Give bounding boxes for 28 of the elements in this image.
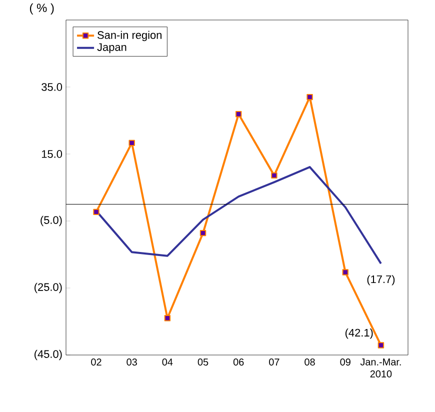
x-tick-label: 09 [340, 358, 350, 366]
point [164, 315, 171, 322]
legend-label: San-in region [98, 30, 162, 42]
x-tick-label: 04 [162, 358, 173, 366]
y-tick-label: (5.0) [40, 216, 62, 226]
legend-label: Japan [97, 43, 126, 54]
point [306, 94, 313, 100]
point [378, 342, 384, 348]
point [93, 208, 100, 216]
point [200, 230, 206, 236]
x-tick-label: 05 [198, 358, 208, 366]
point [236, 111, 242, 118]
x-tick-label: 08 [304, 358, 315, 366]
y-tick-label: 15.0 [42, 150, 62, 158]
x-tick-label: 06 [233, 358, 244, 366]
y-tick-label: (45.0) [34, 350, 62, 360]
x-tick-label: Jan.-Mar. 2010 [360, 358, 401, 378]
point [342, 269, 348, 276]
y-tick-label: 35.0 [42, 83, 62, 91]
x-tick-label: 03 [126, 358, 137, 366]
annotation: (42.1) [345, 328, 373, 339]
y-tick-label: (25.0) [34, 282, 62, 294]
annotation: (17.7) [367, 275, 395, 286]
point [271, 172, 278, 179]
point [128, 140, 135, 146]
x-tick-label: 07 [269, 358, 280, 366]
y-axis-title: ( % ) [30, 3, 54, 14]
x-tick-label: 02 [91, 358, 102, 366]
